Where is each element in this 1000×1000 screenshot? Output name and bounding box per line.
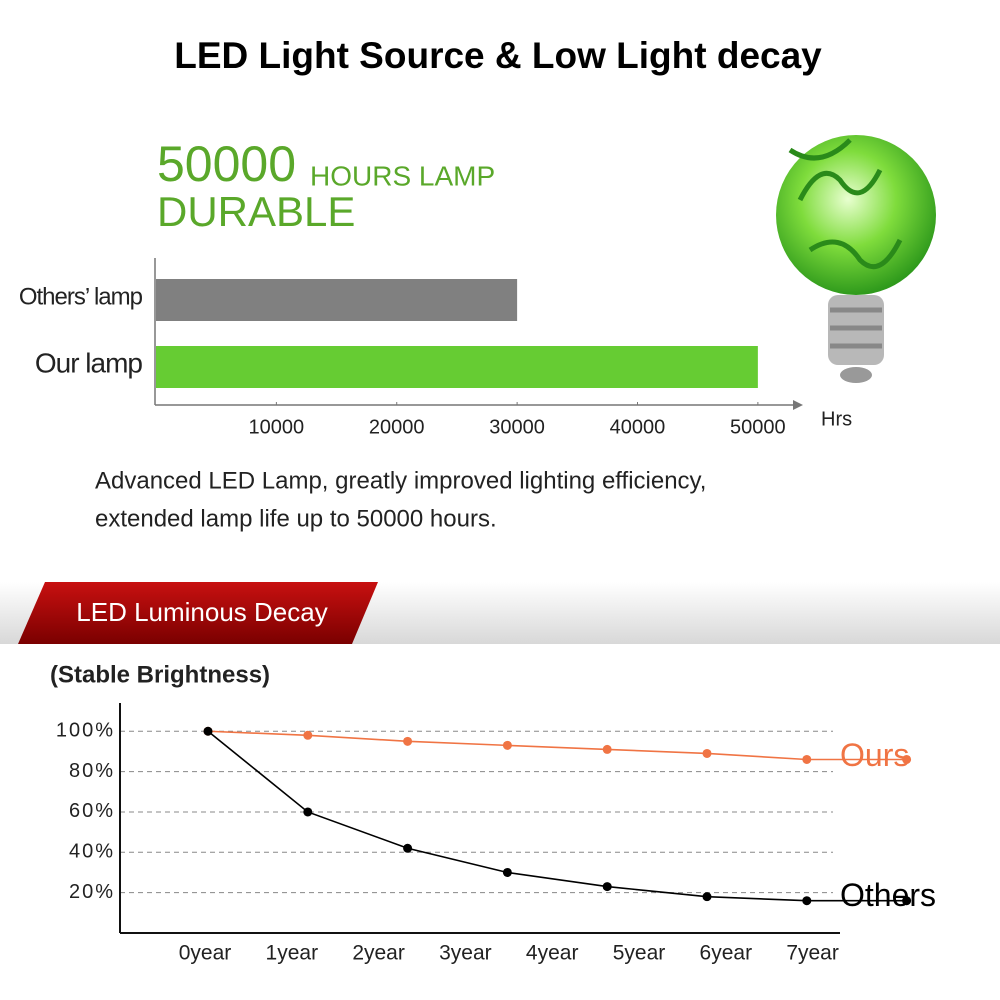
data-point	[702, 748, 712, 758]
category-label: Our lamp	[35, 347, 143, 378]
x-tick-label: 6year	[700, 942, 753, 965]
description-line: extended lamp life up to 50000 hours.	[95, 505, 497, 532]
x-tick-label: 7year	[786, 942, 839, 965]
y-tick-label: 60%	[69, 800, 115, 822]
x-tick-label: 0year	[179, 942, 232, 965]
x-tick-label: 1year	[266, 942, 319, 965]
x-tick-label: 4year	[526, 942, 579, 965]
x-axis-label: Hrs	[821, 408, 852, 430]
page-title: LED Light Source & Low Light decay	[174, 35, 822, 76]
data-point	[403, 736, 413, 746]
data-point	[303, 730, 313, 740]
data-point	[303, 807, 313, 817]
data-point	[602, 882, 612, 892]
data-point	[702, 892, 712, 902]
section-banner	[18, 582, 378, 644]
x-tick-label: 20000	[369, 416, 425, 438]
bar	[156, 279, 518, 321]
series-line	[207, 730, 907, 902]
description-line: Advanced LED Lamp, greatly improved ligh…	[95, 467, 706, 494]
y-tick-label: 100%	[56, 720, 115, 742]
data-point	[502, 867, 512, 877]
data-point	[403, 843, 413, 853]
data-point	[802, 754, 812, 764]
x-tick-label: 40000	[610, 416, 666, 438]
y-tick-label: 20%	[69, 881, 115, 903]
y-axis-label: (Stable Brightness)	[50, 661, 270, 688]
headline-tag: DURABLE	[157, 188, 355, 235]
series-label: Ours	[840, 737, 909, 773]
series-line	[207, 730, 907, 761]
series-label: Others	[840, 877, 936, 913]
axis-arrow	[793, 400, 803, 410]
category-label: Others’ lamp	[19, 283, 143, 310]
bar	[156, 346, 758, 388]
x-tick-label: 50000	[730, 416, 786, 438]
data-point	[203, 726, 213, 736]
y-tick-label: 40%	[69, 841, 115, 863]
data-point	[602, 744, 612, 754]
data-point	[902, 754, 912, 764]
x-tick-label: 2year	[352, 942, 405, 965]
data-point	[802, 896, 812, 906]
headline-unit: HOURS LAMP	[310, 160, 495, 191]
x-tick-label: 3year	[439, 942, 492, 965]
x-tick-label: 10000	[249, 416, 305, 438]
section-title: LED Luminous Decay	[76, 597, 327, 627]
x-tick-label: 30000	[489, 416, 545, 438]
data-point	[902, 896, 912, 906]
bulb-illustration	[776, 135, 936, 383]
data-point	[502, 740, 512, 750]
y-tick-label: 80%	[69, 760, 115, 782]
headline-number: 50000	[157, 136, 296, 192]
x-tick-label: 5year	[613, 942, 666, 965]
